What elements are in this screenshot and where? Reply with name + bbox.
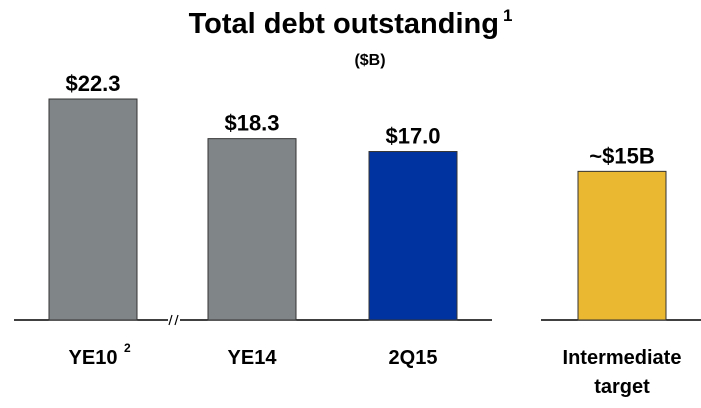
bar-1: [48, 98, 138, 321]
chart-title-text: Total debt outstanding: [188, 8, 499, 40]
bar-3: [368, 151, 458, 321]
category-label: 2Q15: [389, 347, 438, 369]
data-label: $22.3: [65, 71, 120, 96]
title-footnote: 1: [502, 6, 513, 25]
category-footnote: 2: [124, 341, 131, 355]
bar-2: [207, 138, 297, 321]
axis-break-mark: [168, 314, 173, 326]
category-label: YE10: [69, 347, 118, 369]
chart-title: Total debt outstanding 1: [0, 6, 701, 41]
bar-4: [577, 170, 667, 321]
data-label: $18.3: [224, 111, 279, 136]
axis-break-mark: [174, 314, 179, 326]
chart-subtitle: ($B): [354, 52, 386, 69]
category-label: YE14: [228, 347, 278, 369]
category-label: target: [594, 376, 650, 398]
category-label: Intermediate: [563, 347, 682, 369]
data-label: ~$15B: [589, 143, 654, 168]
data-label: $17.0: [385, 124, 440, 149]
axis-break-gap: [168, 317, 180, 323]
